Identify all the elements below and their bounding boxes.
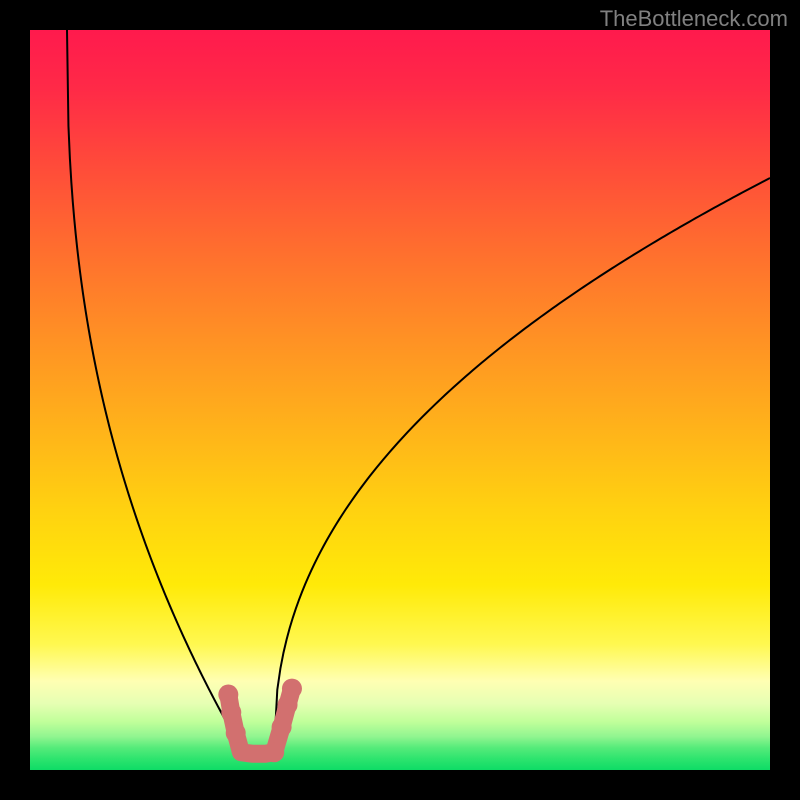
chart-plot-area: [30, 30, 770, 770]
highlight-dot: [218, 685, 238, 705]
chart-svg: [30, 30, 770, 770]
highlight-dot: [272, 717, 292, 737]
highlight-dot: [282, 679, 302, 699]
highlight-dot: [226, 723, 246, 743]
chart-background: [30, 30, 770, 770]
highlight-dot: [264, 742, 284, 762]
highlight-dot: [221, 702, 241, 722]
watermark-text: TheBottleneck.com: [600, 6, 788, 32]
